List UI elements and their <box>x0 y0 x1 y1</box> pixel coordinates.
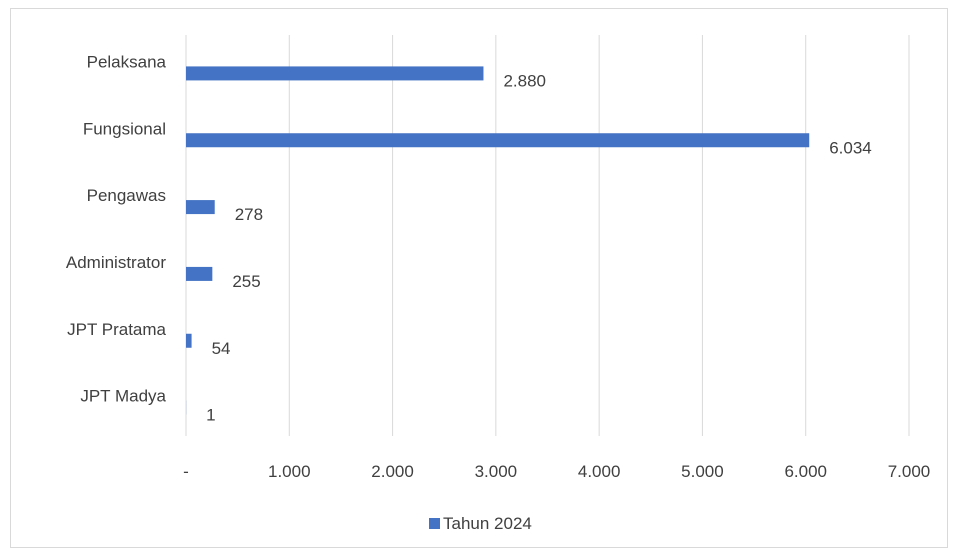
gridlines <box>185 35 910 436</box>
category-labels: JPT Madya JPT Pratama Administrator Pengawa… <box>66 52 167 405</box>
x-tick-label: 2.000 <box>371 462 414 481</box>
data-label: 1 <box>206 406 215 425</box>
bar <box>186 333 192 348</box>
data-labels: 1 54 255 278 6.034 2.880 <box>206 71 872 424</box>
data-label: 2.880 <box>503 71 546 90</box>
category-label: JPT Pratama <box>67 320 166 339</box>
x-tick-label: 5.000 <box>681 462 724 481</box>
category-label: JPT Madya <box>80 387 166 406</box>
bars <box>186 66 810 415</box>
x-tick-label: 6.000 <box>784 462 827 481</box>
chart-frame: JPT Madya JPT Pratama Administrator Pengawa… <box>10 8 948 548</box>
legend-swatch <box>429 518 440 529</box>
x-tick-label: 7.000 <box>888 462 931 481</box>
x-tick-label: - <box>183 462 189 481</box>
data-label: 278 <box>235 205 263 224</box>
bar <box>186 133 810 148</box>
bar <box>186 200 215 215</box>
category-label: Pelaksana <box>87 52 167 71</box>
x-tick-labels: - 1.000 2.000 3.000 4.000 5.000 6.000 7.000 <box>183 462 930 481</box>
bar <box>186 266 213 281</box>
bar <box>186 66 484 81</box>
legend-label: Tahun 2024 <box>443 514 532 533</box>
category-label: Administrator <box>66 253 166 272</box>
bar-chart: JPT Madya JPT Pratama Administrator Pengawa… <box>66 35 930 533</box>
category-label: Fungsional <box>83 119 166 138</box>
category-label: Pengawas <box>87 186 166 205</box>
data-label: 6.034 <box>829 138 872 157</box>
data-label: 255 <box>232 272 260 291</box>
x-tick-label: 4.000 <box>578 462 621 481</box>
data-label: 54 <box>212 339 231 358</box>
x-tick-label: 3.000 <box>475 462 518 481</box>
x-tick-label: 1.000 <box>268 462 311 481</box>
legend: Tahun 2024 <box>429 514 532 533</box>
